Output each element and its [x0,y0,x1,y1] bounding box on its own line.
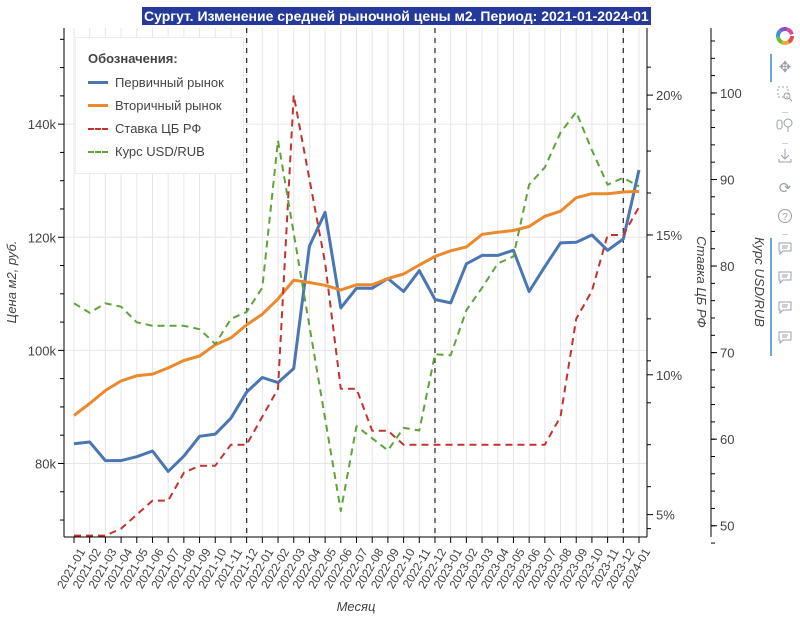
pan-icon[interactable]: ✥ [778,59,792,76]
y-axis-label: Цена м2, руб. [4,241,19,324]
y2-tick-label: 10% [656,368,682,383]
x-axis-label: Месяц [337,599,376,614]
toolbar-divider [782,234,788,235]
y3-tick-label: 100 [720,86,742,101]
series-line-rate [74,94,640,537]
y3-tick-label: 70 [720,346,734,361]
svg-text:?: ? [782,212,788,223]
legend-label: Вторичный рынок [115,98,222,113]
series-group [73,94,641,537]
series-line-usd [73,111,640,512]
legend: Обозначения: Первичный рынок Вторичный р… [75,37,244,174]
hover-icon[interactable] [774,240,796,262]
hover-icon[interactable] [774,269,796,291]
y2-tick-label: 5% [656,508,675,523]
bokeh-logo-icon[interactable] [774,26,796,48]
box-zoom-icon[interactable] [774,86,796,108]
series-line-price [73,169,641,473]
toolbar-divider [782,143,788,144]
legend-label: Курс USD/RUB [115,144,205,159]
y2-tick-label: 20% [656,88,682,103]
legend-swatch-primary [88,81,108,84]
help-icon[interactable]: ? [774,208,796,230]
save-icon[interactable] [774,148,796,170]
series-line-price [73,189,640,417]
toolbar-divider [782,112,788,113]
y-tick-label: 100k [28,343,57,358]
active-tool-indicator [770,238,772,356]
hover-icon[interactable] [774,299,796,321]
legend-swatch-usd [88,151,108,153]
reset-icon[interactable]: ⟳ [778,180,792,197]
legend-label: Первичный рынок [115,75,224,90]
y2-axis-label: Ставка ЦБ РФ [694,236,709,327]
y-tick-label: 140k [28,117,57,132]
legend-label: Ставка ЦБ РФ [115,121,202,136]
y3-axis-label: Курс USD/RUB [752,237,767,327]
legend-swatch-secondary [88,104,108,107]
wheel-zoom-icon[interactable] [774,117,796,139]
year-marker-lines [245,28,624,537]
chart-title: Сургут. Изменение средней рыночной цены … [142,7,651,25]
legend-title: Обозначения: [88,51,178,66]
active-tool-indicator [770,54,772,82]
y3-tick-label: 50 [720,519,734,534]
y-tick-label: 120k [28,230,57,245]
y3-tick-label: 90 [720,172,734,187]
y3-tick-label: 60 [720,432,734,447]
y-tick-label: 80k [35,456,56,471]
y2-tick-label: 15% [656,228,682,243]
legend-swatch-rate [88,128,108,130]
hover-icon[interactable] [774,329,796,351]
y3-tick-label: 80 [720,259,734,274]
